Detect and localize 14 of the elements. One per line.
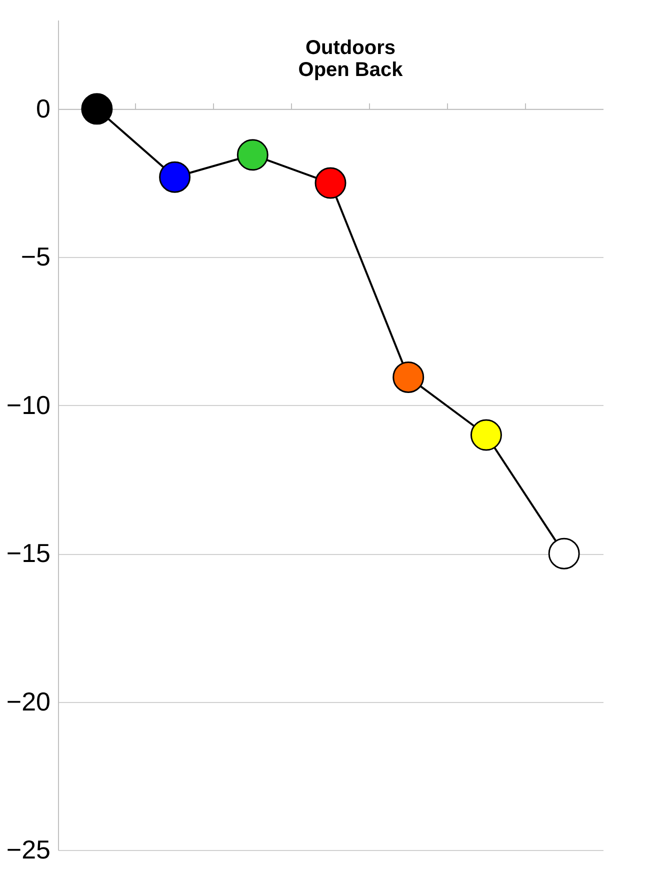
y-tick-label: −5: [20, 242, 50, 272]
y-tick-label: 0: [36, 93, 50, 124]
point: [470, 419, 502, 451]
y-tick-label: −20: [6, 686, 50, 716]
point: [159, 161, 191, 193]
point: [81, 93, 113, 125]
y-tick-label: −15: [6, 538, 50, 568]
y-tick-label: −10: [6, 390, 50, 420]
point: [392, 361, 424, 393]
y-tick-label: −25: [6, 834, 50, 864]
point: [236, 139, 268, 171]
point: [314, 167, 346, 199]
text: Outdoors Open Back: [298, 37, 404, 81]
point: [548, 538, 580, 570]
